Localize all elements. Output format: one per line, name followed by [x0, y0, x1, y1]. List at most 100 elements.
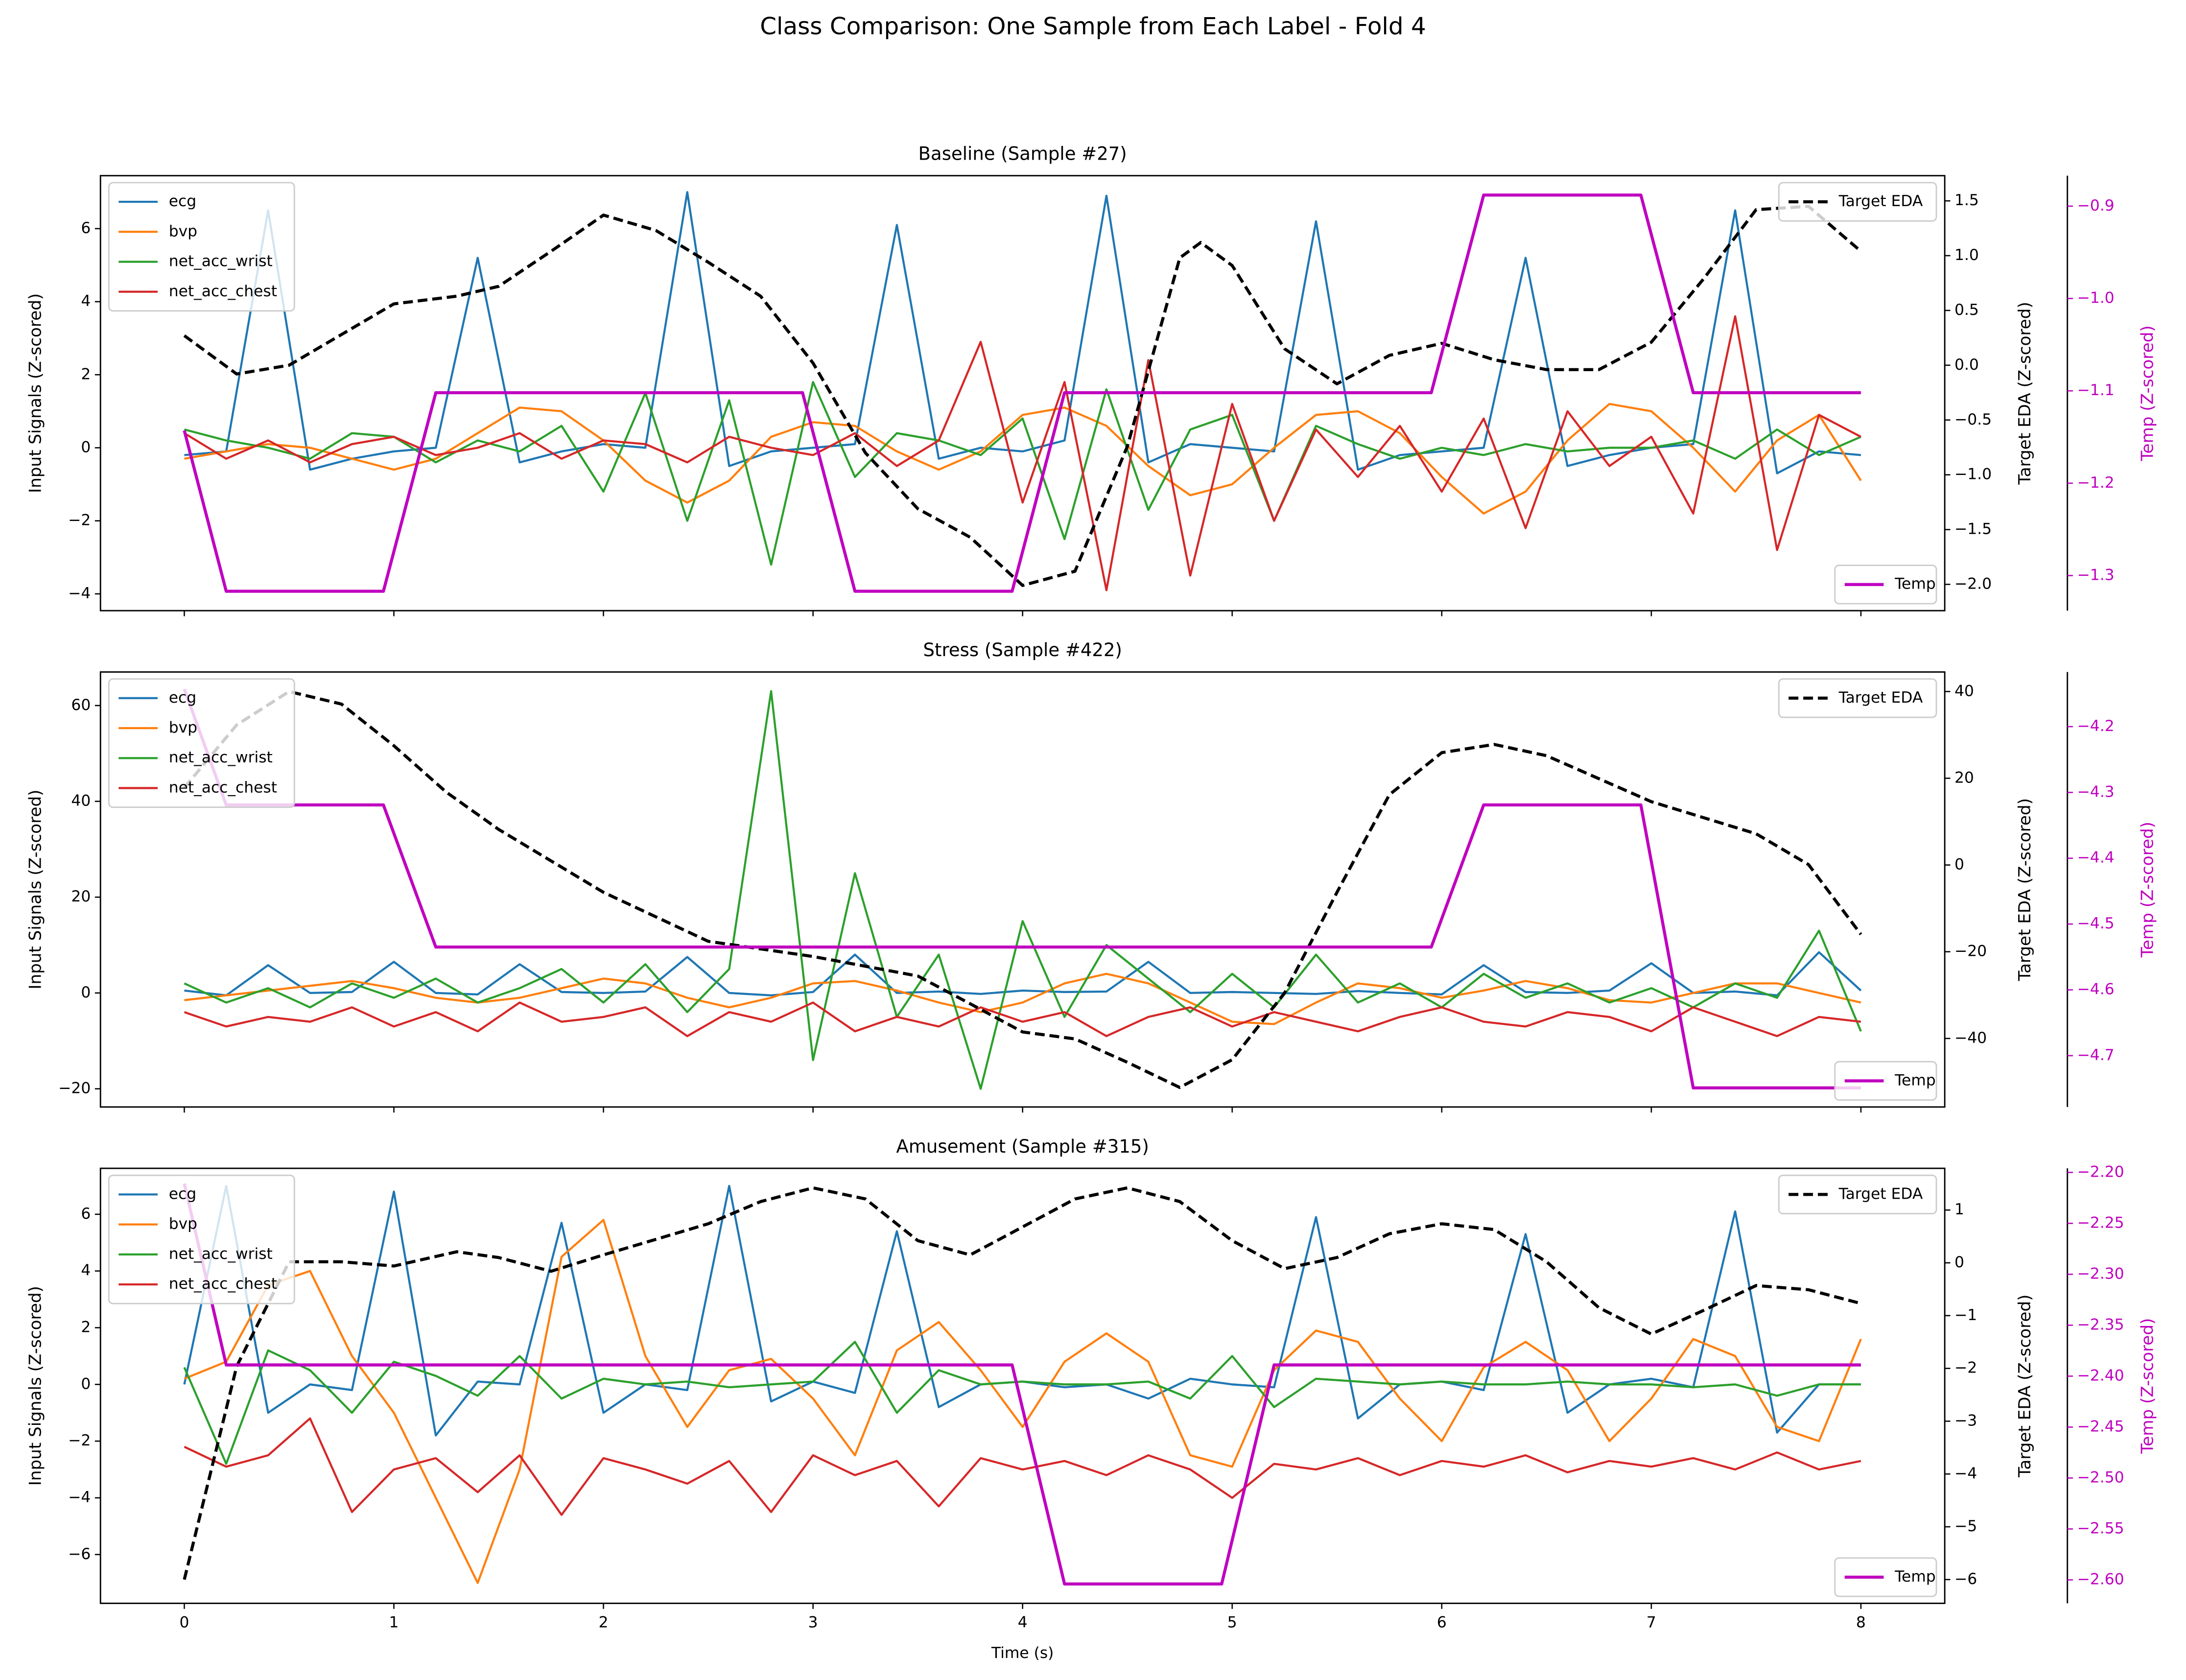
x-axis-label: Time (s) — [991, 1644, 1054, 1662]
legend-label: Temp — [1894, 1568, 1935, 1585]
series-line — [184, 191, 1861, 474]
y2-tick-label: 1.0 — [1954, 246, 1979, 264]
y2-tick-label: 1.5 — [1954, 191, 1979, 209]
y3-tick-label: −2.25 — [2077, 1214, 2124, 1231]
legend-box — [108, 1174, 295, 1304]
legend-label: Temp — [1894, 575, 1935, 593]
legend-label: bvp — [169, 719, 197, 736]
legend-label: net_acc_chest — [169, 779, 277, 796]
y2-tick-label: −1.5 — [1954, 521, 1992, 538]
legend-box — [1778, 678, 1937, 718]
series-line — [184, 315, 1861, 592]
series-line — [184, 1001, 1861, 1038]
y-tick-label: 2 — [81, 365, 91, 383]
y2-tick-label: 0 — [1954, 856, 1964, 874]
legend-box — [108, 678, 295, 808]
x-tick-label: 6 — [1437, 1613, 1447, 1631]
series-line — [183, 1183, 1861, 1586]
legend-label: bvp — [169, 222, 197, 240]
y3-tick-label: −2.50 — [2077, 1469, 2124, 1487]
y-axis-label: Input Signals (Z-scored) — [26, 790, 46, 990]
legend-label: ecg — [169, 192, 196, 210]
y3-tick-label: −2.60 — [2077, 1571, 2124, 1588]
legend-box — [108, 182, 295, 312]
figure-title: Class Comparison: One Sample from Each L… — [760, 13, 1426, 40]
y2-tick-label: −5 — [1954, 1517, 1977, 1535]
legend-box — [1778, 182, 1937, 222]
series-line — [183, 193, 1861, 593]
y2-tick-label: −40 — [1954, 1029, 1987, 1047]
series-line — [184, 1417, 1861, 1516]
y3-tick-label: −4.5 — [2077, 915, 2115, 932]
y-tick-label: 0 — [81, 1375, 91, 1393]
series-line — [183, 205, 1862, 587]
y3-tick-label: −1.3 — [2077, 566, 2115, 584]
plot-area — [183, 1183, 1862, 1586]
x-tick-label: 1 — [389, 1613, 399, 1631]
legend: Target EDA — [1778, 182, 1937, 222]
y-tick-label: 20 — [71, 888, 91, 905]
y2-tick-label: 0.5 — [1954, 301, 1979, 319]
y3-axis-label: Temp (Z-scored) — [2138, 1318, 2157, 1454]
legend-box — [1834, 1061, 1937, 1101]
x-tick-label: 5 — [1227, 1613, 1237, 1631]
legend: ecg bvp net_acc_wrist net_acc_chest — [108, 1174, 295, 1304]
y-tick-label: 40 — [71, 792, 91, 810]
legend-label: Target EDA — [1838, 1185, 1923, 1203]
legend-label: Target EDA — [1838, 192, 1923, 210]
axes-frame — [99, 175, 1946, 612]
legend: Target EDA — [1778, 1174, 1937, 1215]
y3-tick-label: −0.9 — [2077, 197, 2115, 214]
y-tick-label: 2 — [81, 1319, 91, 1336]
panel-title: Baseline (Sample #27) — [918, 143, 1127, 165]
series-line — [184, 690, 1862, 1090]
y3-tick-label: −2.40 — [2077, 1367, 2124, 1384]
y2-tick-label: −2.0 — [1954, 575, 1992, 592]
legend-label: net_acc_chest — [169, 1275, 277, 1293]
y-tick-label: 4 — [81, 292, 91, 310]
legend-label: Target EDA — [1838, 689, 1923, 707]
y-tick-label: −2 — [68, 1432, 91, 1449]
y-axis-label: Input Signals (Z-scored) — [26, 293, 46, 493]
y3-tick-label: −1.2 — [2077, 474, 2115, 492]
x-tick-label: 0 — [179, 1613, 189, 1631]
series-line — [183, 1186, 1861, 1580]
y-tick-label: −4 — [68, 1489, 91, 1506]
panel: Stress (Sample #422) −20 0 20 40 60 −40 −20 0 20 4… — [26, 639, 2157, 1113]
y-tick-label: 4 — [81, 1262, 91, 1279]
y2-tick-label: −4 — [1954, 1465, 1977, 1482]
legend: ecg bvp net_acc_wrist net_acc_chest — [108, 182, 295, 312]
series-line — [183, 690, 1862, 1089]
legend-label: Temp — [1894, 1071, 1935, 1089]
y2-tick-label: −6 — [1954, 1570, 1977, 1588]
y3-axis-label: Temp (Z-scored) — [2138, 822, 2157, 958]
legend-label: ecg — [169, 689, 196, 707]
y2-tick-label: −20 — [1954, 943, 1987, 960]
y2-tick-label: −1.0 — [1954, 466, 1992, 483]
panel: Baseline (Sample #27) −4 −2 0 2 4 6 −2.0 −1.5 −1.… — [26, 143, 2157, 616]
y-tick-label: 0 — [81, 438, 91, 456]
panel-title: Amusement (Sample #315) — [896, 1136, 1149, 1157]
y2-tick-label: 0.0 — [1954, 356, 1979, 374]
x-tick-label: 2 — [599, 1613, 609, 1631]
legend-label: net_acc_wrist — [169, 253, 273, 270]
y3-tick-label: −2.20 — [2077, 1163, 2124, 1181]
y3-tick-label: −1.1 — [2077, 381, 2115, 399]
y2-tick-label: −2 — [1954, 1359, 1977, 1377]
y2-tick-label: −0.5 — [1954, 411, 1992, 428]
series-line — [184, 972, 1861, 1025]
series-line — [184, 381, 1861, 566]
y-tick-label: 6 — [81, 1205, 91, 1223]
x-tick-label: 3 — [808, 1613, 818, 1631]
x-tick-label: 4 — [1018, 1613, 1028, 1631]
legend-label: ecg — [169, 1185, 196, 1203]
y-tick-label: 6 — [81, 219, 91, 237]
y3-axis-label: Temp (Z-scored) — [2138, 325, 2157, 461]
legend: Target EDA — [1778, 678, 1937, 718]
legend-box — [1834, 1557, 1937, 1597]
y3-tick-label: −4.7 — [2077, 1046, 2115, 1064]
y2-axis-label: Target EDA (Z-scored) — [2015, 1295, 2035, 1478]
axes-frame — [99, 1167, 1946, 1604]
